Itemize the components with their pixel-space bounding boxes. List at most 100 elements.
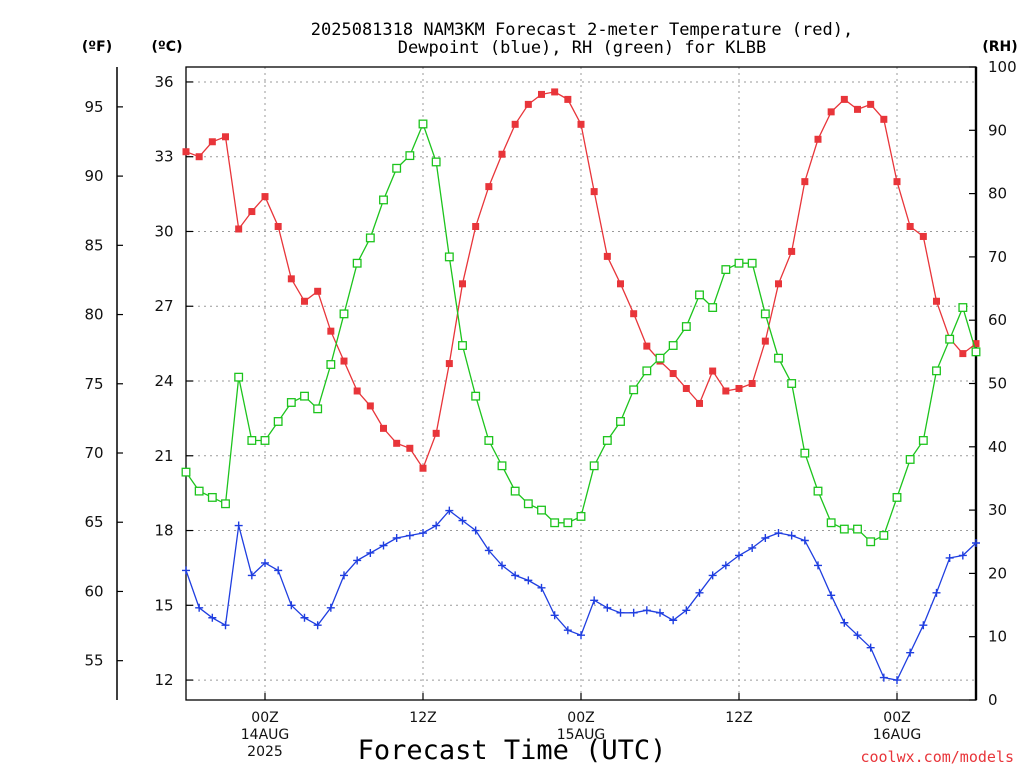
data-point — [603, 603, 612, 612]
data-point — [313, 404, 323, 414]
data-point — [419, 464, 427, 472]
data-point — [695, 588, 704, 597]
data-point — [708, 571, 717, 580]
data-point — [854, 105, 861, 113]
data-point — [959, 350, 967, 358]
data-point — [932, 366, 941, 376]
data-point — [879, 673, 888, 682]
data-point — [617, 280, 624, 288]
data-point — [880, 115, 888, 123]
data-point — [274, 222, 282, 230]
data-point — [708, 303, 718, 312]
data-point — [248, 208, 256, 216]
grid-lines — [186, 67, 976, 700]
data-point — [380, 424, 387, 432]
series-line — [185, 91, 977, 470]
data-point — [879, 530, 889, 540]
rh-tick-label: 0 — [988, 691, 998, 709]
data-point — [655, 353, 665, 363]
data-point — [630, 310, 638, 318]
data-point — [366, 548, 375, 557]
rh-tick-label: 80 — [988, 185, 1007, 203]
data-point — [840, 95, 848, 103]
data-point — [722, 387, 730, 395]
series-lines — [181, 88, 981, 685]
rh-tick-label: 10 — [988, 628, 1007, 646]
data-point — [181, 467, 191, 477]
rh-tick-label: 90 — [988, 121, 1007, 139]
celsius-tick-label: 12 — [154, 671, 173, 689]
data-point — [656, 608, 664, 617]
data-point — [696, 399, 703, 407]
data-point — [418, 119, 428, 129]
data-point — [182, 566, 190, 575]
data-point — [353, 556, 362, 565]
data-point — [484, 436, 494, 445]
data-point — [866, 643, 875, 652]
data-point — [327, 327, 335, 335]
data-point — [458, 341, 467, 350]
data-point — [445, 506, 454, 515]
data-point — [498, 150, 506, 158]
data-point — [392, 163, 402, 173]
data-point — [576, 511, 586, 521]
data-point — [379, 195, 388, 205]
data-point — [287, 275, 295, 283]
data-point — [524, 100, 532, 108]
series-plus — [182, 506, 980, 685]
data-point — [747, 258, 757, 268]
data-point — [590, 188, 598, 196]
time-tick-label: 16AUG — [873, 727, 922, 743]
data-point — [788, 247, 796, 255]
time-tick-label: 12Z — [409, 710, 436, 726]
rh-tick-label: 20 — [988, 564, 1007, 582]
time-tick-label: 00Z — [251, 710, 278, 726]
data-point — [300, 391, 309, 401]
data-point — [484, 546, 493, 555]
data-point — [774, 353, 783, 363]
celsius-tick-label: 18 — [154, 522, 173, 540]
time-tick-label: 2025 — [247, 744, 283, 760]
data-point — [643, 342, 651, 350]
data-point — [458, 516, 467, 525]
data-point — [853, 631, 862, 640]
data-point — [972, 538, 980, 547]
data-point — [893, 676, 901, 685]
data-point — [510, 486, 520, 496]
data-point — [524, 576, 533, 585]
data-point — [590, 596, 599, 605]
data-point — [405, 531, 414, 540]
data-point — [682, 384, 690, 392]
data-point — [207, 492, 217, 502]
data-point — [761, 337, 769, 345]
data-point — [958, 551, 967, 560]
data-point — [286, 398, 296, 407]
data-point — [958, 303, 968, 312]
data-point — [800, 536, 809, 545]
data-point — [498, 561, 506, 570]
data-point — [497, 461, 507, 471]
data-point — [445, 360, 453, 368]
celsius-tick-label: 15 — [154, 596, 173, 614]
data-point — [906, 648, 915, 657]
data-point — [787, 531, 796, 540]
data-point — [326, 360, 336, 369]
data-point — [945, 334, 955, 344]
data-point — [919, 621, 928, 630]
data-point — [721, 265, 731, 275]
fahrenheit-tick-label: 65 — [84, 513, 103, 531]
data-point — [682, 606, 691, 615]
data-point — [669, 370, 677, 378]
fahrenheit-tick-label: 60 — [84, 582, 103, 600]
celsius-tick-label: 27 — [154, 297, 173, 315]
fahrenheit-tick-label: 55 — [84, 652, 103, 670]
data-point — [867, 100, 875, 108]
plot-frame — [185, 66, 977, 701]
data-point — [800, 448, 810, 458]
data-point — [774, 529, 783, 538]
data-point — [681, 322, 691, 331]
data-point — [485, 183, 493, 191]
data-point — [352, 258, 362, 268]
data-point — [801, 178, 809, 186]
